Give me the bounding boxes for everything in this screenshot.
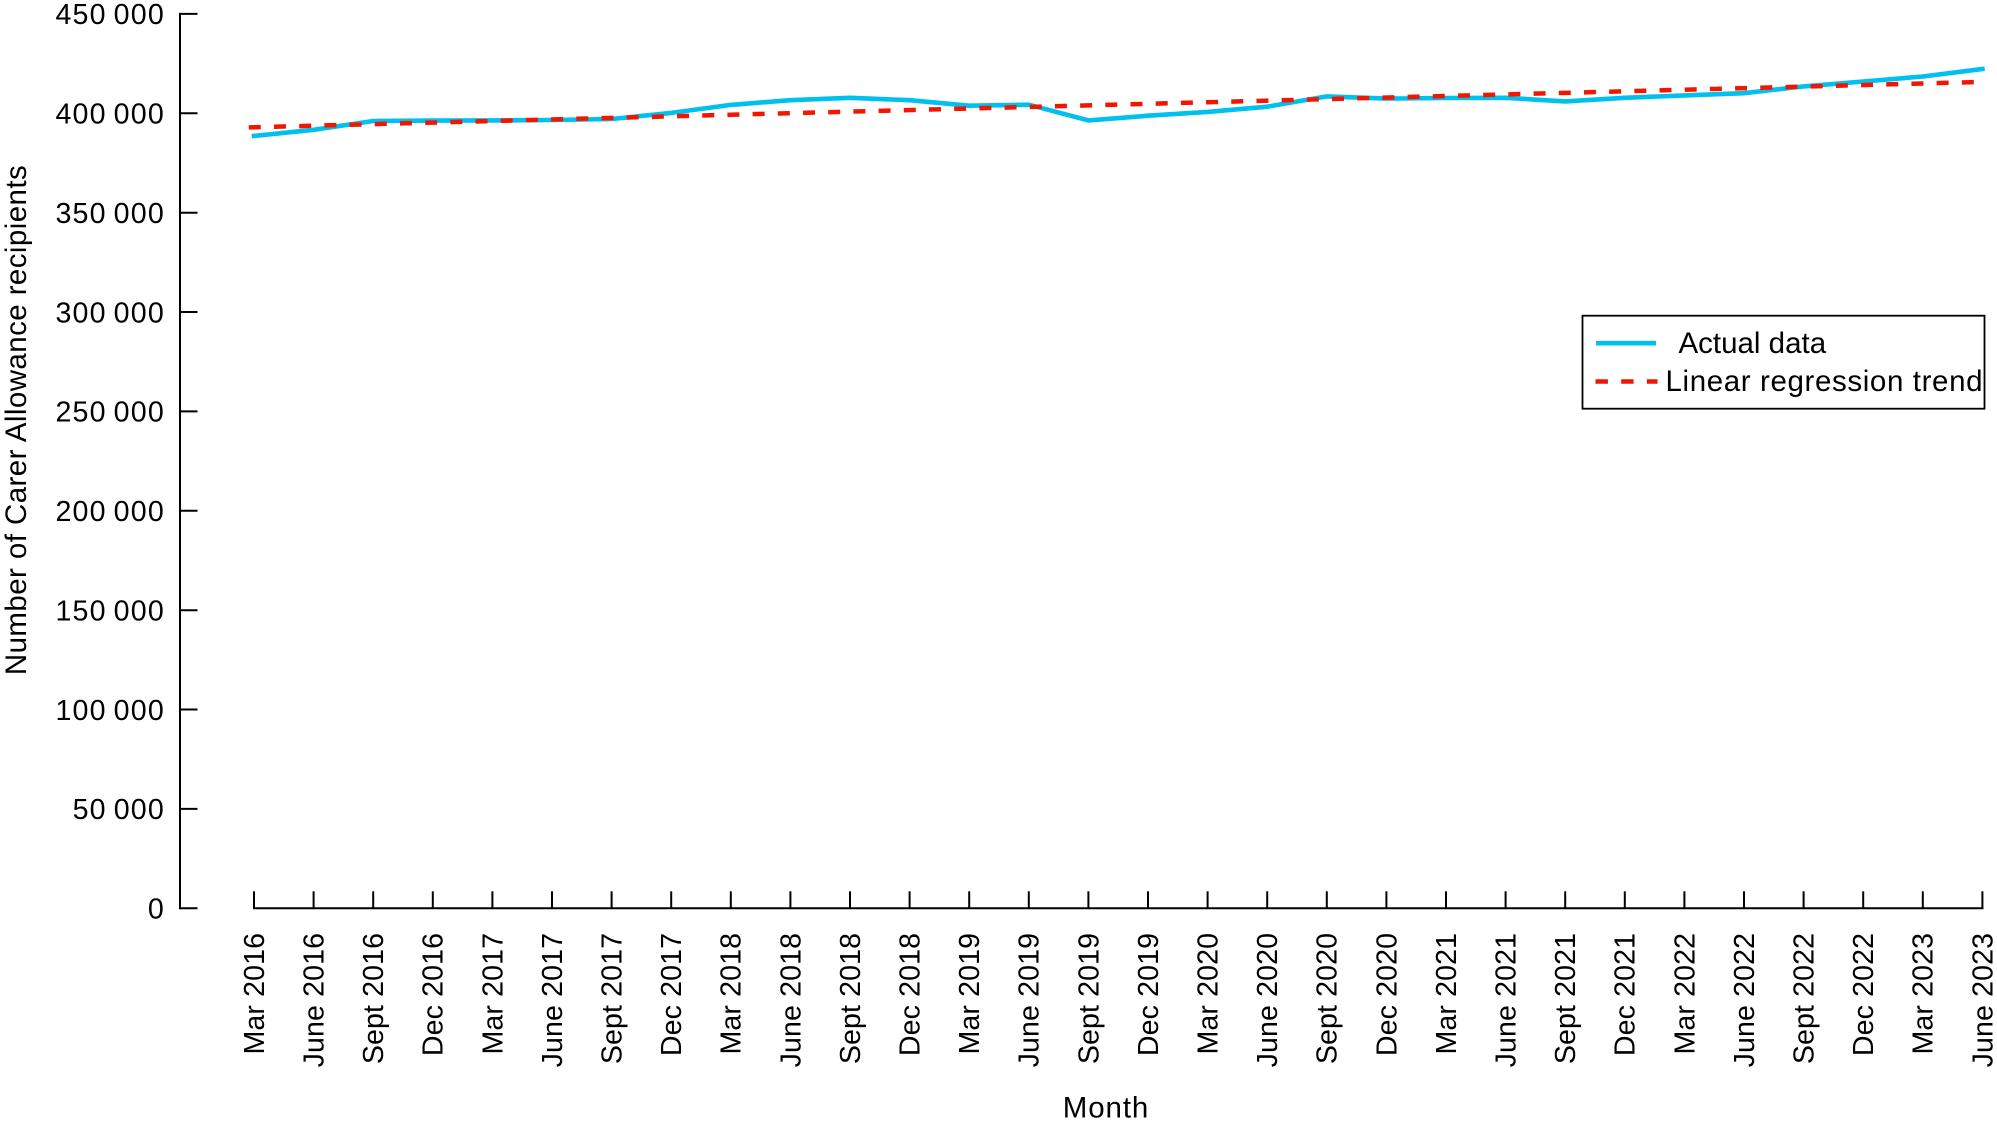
svg-text:Mar 2022: Mar 2022 <box>1669 933 1701 1055</box>
svg-text:June 2016: June 2016 <box>299 933 331 1067</box>
svg-text:200 000: 200 000 <box>55 496 165 528</box>
svg-text:Sept 2016: Sept 2016 <box>358 933 390 1064</box>
svg-text:June 2019: June 2019 <box>1014 933 1046 1067</box>
svg-text:Mar 2017: Mar 2017 <box>477 933 509 1055</box>
svg-text:100 000: 100 000 <box>55 695 165 727</box>
svg-text:300 000: 300 000 <box>55 297 165 329</box>
svg-text:Sept 2018: Sept 2018 <box>835 933 867 1064</box>
svg-text:Number of Carer Allowance reci: Number of Carer Allowance recipients <box>0 165 33 675</box>
svg-text:Sept 2020: Sept 2020 <box>1312 933 1344 1064</box>
svg-text:June 2020: June 2020 <box>1252 933 1284 1067</box>
svg-text:Mar 2019: Mar 2019 <box>954 933 986 1055</box>
svg-text:Mar 2021: Mar 2021 <box>1431 933 1463 1055</box>
svg-text:Dec 2021: Dec 2021 <box>1610 933 1642 1056</box>
svg-text:Dec 2019: Dec 2019 <box>1133 933 1165 1056</box>
svg-text:250 000: 250 000 <box>55 397 165 429</box>
svg-text:Sept 2017: Sept 2017 <box>597 933 629 1064</box>
svg-text:Month: Month <box>1063 1092 1150 1124</box>
svg-text:Sept 2021: Sept 2021 <box>1550 933 1582 1064</box>
svg-text:Mar 2020: Mar 2020 <box>1193 933 1225 1055</box>
svg-text:June 2021: June 2021 <box>1491 933 1523 1067</box>
svg-text:450 000: 450 000 <box>55 0 165 31</box>
svg-text:Linear regression trend: Linear regression trend <box>1666 365 1984 398</box>
svg-text:June 2023: June 2023 <box>1967 933 1997 1067</box>
svg-text:June 2018: June 2018 <box>775 933 807 1067</box>
svg-text:Mar 2023: Mar 2023 <box>1908 933 1940 1055</box>
svg-text:Sept 2022: Sept 2022 <box>1789 933 1821 1064</box>
svg-text:50 000: 50 000 <box>73 794 165 826</box>
svg-text:400 000: 400 000 <box>55 99 165 131</box>
svg-text:Dec 2018: Dec 2018 <box>895 933 927 1056</box>
svg-text:150 000: 150 000 <box>55 596 165 628</box>
svg-text:Dec 2016: Dec 2016 <box>418 933 450 1056</box>
svg-text:Dec 2022: Dec 2022 <box>1848 933 1880 1056</box>
svg-text:Mar 2016: Mar 2016 <box>239 933 271 1055</box>
svg-text:Dec 2020: Dec 2020 <box>1371 933 1403 1056</box>
svg-text:0: 0 <box>148 894 165 926</box>
svg-text:June 2022: June 2022 <box>1729 933 1761 1067</box>
svg-text:Dec 2017: Dec 2017 <box>656 933 688 1056</box>
svg-text:350 000: 350 000 <box>55 198 165 230</box>
svg-text:June 2017: June 2017 <box>537 933 569 1067</box>
svg-text:Sept 2019: Sept 2019 <box>1073 933 1105 1064</box>
svg-text:Mar 2018: Mar 2018 <box>716 933 748 1055</box>
svg-text:Actual data: Actual data <box>1679 327 1827 360</box>
